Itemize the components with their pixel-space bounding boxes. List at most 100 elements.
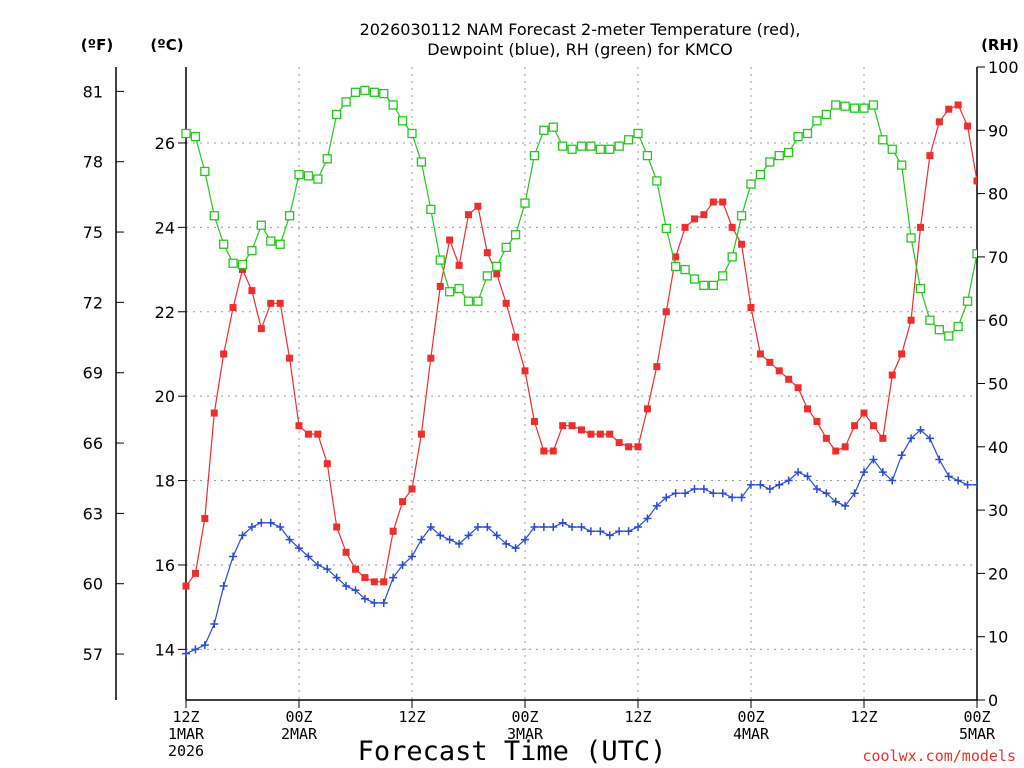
data-point — [350, 87, 361, 97]
data-point — [568, 422, 576, 430]
data-point — [360, 594, 369, 603]
data-point — [898, 350, 906, 358]
time-tick-label: 5MAR — [959, 725, 996, 743]
series-line — [185, 104, 977, 587]
data-point — [755, 169, 766, 180]
data-point — [313, 174, 323, 184]
time-tick-label: 12Z — [850, 708, 877, 726]
data-point — [455, 539, 464, 548]
data-point — [332, 109, 342, 120]
data-point — [408, 485, 416, 493]
data-point — [379, 88, 389, 99]
data-point — [417, 430, 425, 438]
rh-tick-label: 30 — [988, 501, 1008, 520]
data-point — [888, 371, 896, 379]
data-point — [313, 560, 322, 569]
data-point — [492, 261, 502, 272]
fahrenheit-tick-label: 78 — [83, 153, 103, 172]
data-point — [935, 118, 943, 126]
time-tick-label: 12Z — [398, 708, 425, 726]
data-point — [868, 100, 879, 110]
data-point — [775, 367, 783, 375]
data-point — [529, 150, 540, 161]
data-point — [558, 141, 568, 151]
chart-title-line-1: 2026030112 NAM Forecast 2-meter Temperat… — [360, 20, 801, 39]
data-point — [530, 522, 539, 531]
data-point — [435, 255, 445, 265]
data-point — [181, 128, 191, 139]
rh-tick-label: 0 — [988, 691, 998, 710]
data-point — [643, 514, 652, 523]
data-point — [794, 384, 802, 392]
series-dewpoint — [182, 425, 977, 658]
data-point — [897, 451, 906, 460]
data-point — [812, 116, 822, 126]
data-point — [577, 522, 586, 531]
data-point — [539, 522, 548, 531]
series-line — [185, 89, 977, 337]
data-point — [634, 522, 642, 531]
data-point — [887, 144, 897, 154]
fahrenheit-tick-label: 66 — [83, 434, 103, 453]
data-point — [851, 422, 859, 430]
data-point — [652, 176, 662, 186]
data-point — [342, 548, 350, 556]
data-point — [765, 485, 774, 493]
data-point — [530, 417, 538, 425]
data-point — [821, 109, 831, 120]
time-tick-label: 12Z — [172, 708, 199, 726]
data-point — [962, 296, 973, 306]
data-point — [445, 535, 454, 544]
data-point — [549, 447, 557, 455]
data-point — [284, 211, 295, 221]
celsius-tick-label: 14 — [155, 640, 175, 659]
time-tick-label: 3MAR — [507, 725, 544, 743]
data-point — [332, 573, 341, 582]
source-credit: coolwx.com/models — [862, 747, 1016, 765]
data-point — [238, 531, 247, 540]
data-point — [539, 125, 549, 135]
data-point — [201, 515, 209, 523]
data-point — [728, 223, 736, 231]
data-point — [718, 489, 727, 498]
data-point — [586, 527, 595, 536]
x-axis-label: Forecast Time (UTC) — [358, 736, 667, 767]
rh-tick-label: 60 — [988, 311, 1008, 330]
data-point — [972, 249, 977, 259]
data-point — [521, 535, 529, 544]
data-point — [266, 236, 276, 246]
data-point — [915, 283, 926, 294]
celsius-tick-label: 20 — [155, 387, 175, 406]
data-point — [474, 202, 482, 210]
data-point — [841, 443, 849, 451]
data-point — [257, 518, 266, 527]
data-point — [624, 527, 633, 536]
data-point — [200, 641, 209, 650]
data-point — [934, 325, 944, 335]
fahrenheit-tick-label: 72 — [83, 293, 103, 312]
data-point — [567, 144, 577, 154]
data-point — [605, 144, 615, 154]
data-point — [784, 476, 793, 485]
data-point — [774, 150, 784, 161]
data-point — [416, 157, 427, 167]
data-point — [614, 141, 624, 151]
data-point — [182, 649, 190, 658]
data-point — [454, 283, 464, 294]
data-point — [182, 582, 190, 590]
data-point — [314, 430, 322, 438]
data-point — [389, 573, 398, 582]
data-point — [671, 489, 680, 498]
data-point — [850, 489, 859, 498]
data-point — [333, 523, 341, 531]
chart-title-line-2: Dewpoint (blue), RH (green) for KMCO — [427, 40, 733, 59]
time-tick-label: 2MAR — [281, 725, 318, 743]
rh-tick-label: 100 — [988, 58, 1019, 77]
data-point — [681, 223, 689, 231]
data-point — [897, 160, 907, 170]
fahrenheit-tick-label: 57 — [83, 645, 103, 664]
data-point — [953, 321, 963, 332]
data-point — [737, 493, 746, 502]
data-point — [521, 367, 529, 375]
data-point — [219, 239, 229, 249]
